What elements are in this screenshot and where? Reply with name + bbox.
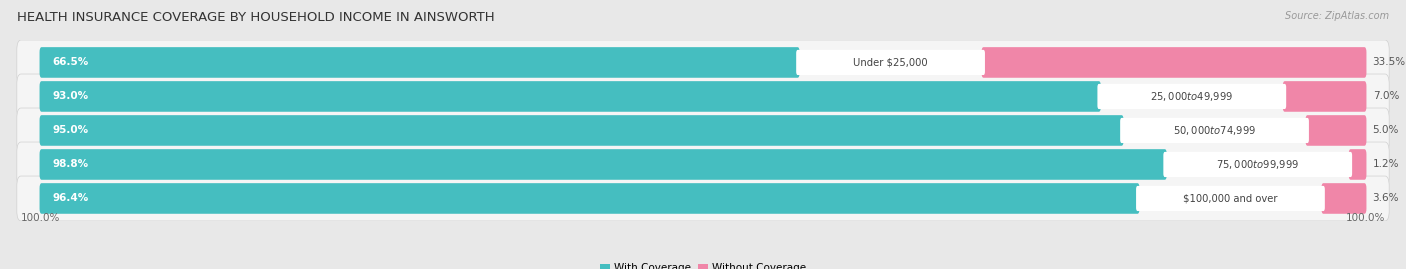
- Text: 7.0%: 7.0%: [1372, 91, 1399, 101]
- FancyBboxPatch shape: [1306, 115, 1367, 146]
- FancyBboxPatch shape: [39, 183, 1139, 214]
- FancyBboxPatch shape: [1121, 118, 1309, 143]
- FancyBboxPatch shape: [39, 81, 1101, 112]
- FancyBboxPatch shape: [981, 47, 1367, 78]
- FancyBboxPatch shape: [39, 115, 1123, 146]
- Text: $25,000 to $49,999: $25,000 to $49,999: [1150, 90, 1233, 103]
- Text: $75,000 to $99,999: $75,000 to $99,999: [1216, 158, 1299, 171]
- Text: $50,000 to $74,999: $50,000 to $74,999: [1173, 124, 1256, 137]
- FancyBboxPatch shape: [39, 47, 800, 78]
- FancyBboxPatch shape: [1163, 152, 1353, 177]
- FancyBboxPatch shape: [1322, 183, 1367, 214]
- FancyBboxPatch shape: [17, 74, 1389, 119]
- FancyBboxPatch shape: [17, 176, 1389, 221]
- Legend: With Coverage, Without Coverage: With Coverage, Without Coverage: [600, 263, 806, 269]
- FancyBboxPatch shape: [17, 40, 1389, 85]
- Text: 96.4%: 96.4%: [52, 193, 89, 203]
- FancyBboxPatch shape: [1098, 84, 1286, 109]
- Text: 33.5%: 33.5%: [1372, 58, 1406, 68]
- Text: HEALTH INSURANCE COVERAGE BY HOUSEHOLD INCOME IN AINSWORTH: HEALTH INSURANCE COVERAGE BY HOUSEHOLD I…: [17, 11, 495, 24]
- FancyBboxPatch shape: [796, 50, 986, 75]
- FancyBboxPatch shape: [1282, 81, 1367, 112]
- FancyBboxPatch shape: [39, 149, 1167, 180]
- Text: 95.0%: 95.0%: [52, 125, 89, 136]
- Text: 66.5%: 66.5%: [52, 58, 89, 68]
- FancyBboxPatch shape: [17, 108, 1389, 153]
- FancyBboxPatch shape: [1348, 149, 1367, 180]
- Text: 5.0%: 5.0%: [1372, 125, 1399, 136]
- FancyBboxPatch shape: [17, 142, 1389, 187]
- Text: Source: ZipAtlas.com: Source: ZipAtlas.com: [1285, 11, 1389, 21]
- Text: 98.8%: 98.8%: [52, 160, 89, 169]
- Text: 100.0%: 100.0%: [21, 213, 60, 223]
- Text: 1.2%: 1.2%: [1372, 160, 1399, 169]
- Text: 3.6%: 3.6%: [1372, 193, 1399, 203]
- Text: $100,000 and over: $100,000 and over: [1184, 193, 1278, 203]
- Text: Under $25,000: Under $25,000: [853, 58, 928, 68]
- Text: 100.0%: 100.0%: [1346, 213, 1385, 223]
- FancyBboxPatch shape: [1136, 186, 1324, 211]
- Text: 93.0%: 93.0%: [52, 91, 89, 101]
